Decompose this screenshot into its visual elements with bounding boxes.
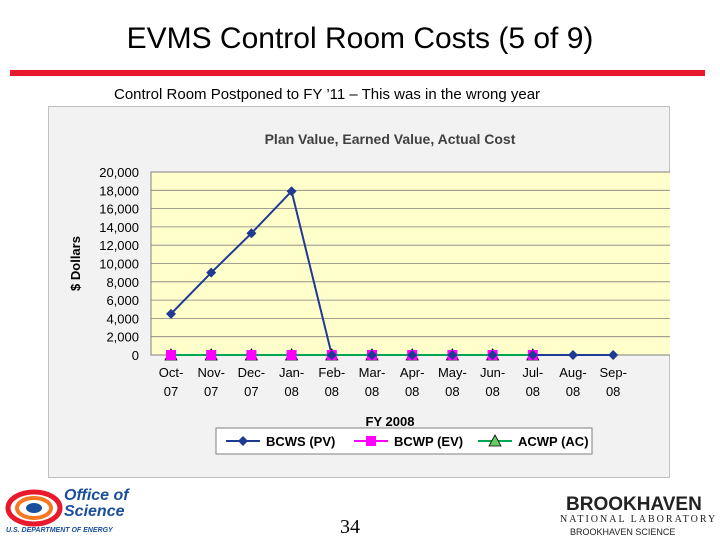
slide-subtitle: Control Room Postponed to FY ’11 – This … (114, 86, 541, 103)
evms-line-chart: Plan Value, Earned Value, Actual Cost 0 2,… (68, 131, 670, 455)
page-number: 34 (340, 516, 360, 538)
x-tick-label: 07 (204, 384, 218, 399)
x-tick-label: 08 (566, 384, 580, 399)
data-point-diamond (206, 267, 217, 278)
x-tick-label: May- (438, 365, 467, 380)
data-point-diamond (367, 350, 377, 360)
doe-title-line1: Office of (64, 487, 129, 504)
x-tick-label: Oct- (159, 365, 184, 380)
x-tick-label: Jul- (522, 365, 543, 380)
x-tick-label: Jan- (279, 365, 304, 380)
data-point-square (206, 350, 217, 360)
y-tick-label: 8,000 (106, 275, 139, 290)
y-axis-label: $ Dollars (68, 236, 83, 291)
x-tick-label: 07 (244, 384, 258, 399)
data-point-diamond (487, 350, 498, 360)
chart-title: Plan Value, Earned Value, Actual Cost (265, 131, 516, 147)
x-tick-label: 08 (606, 384, 620, 399)
x-tick-label: Aug- (559, 365, 586, 380)
x-tick-label: Apr- (400, 365, 425, 380)
doe-title: Office of Science (64, 488, 129, 520)
bnl-name: BROOKHAVEN (566, 494, 702, 515)
bnl-science: BROOKHAVEN SCIENCE (570, 527, 676, 537)
data-point-diamond (286, 186, 297, 197)
data-point-diamond (568, 350, 578, 360)
x-tick-label: 08 (284, 384, 298, 399)
legend-box (215, 427, 593, 455)
y-tick-label: 2,000 (106, 330, 139, 345)
legend-label: BCWS (PV) (266, 434, 335, 449)
data-point-diamond (407, 350, 418, 360)
y-tick-label: 6,000 (106, 293, 139, 308)
y-tick-label: 0 (132, 348, 139, 363)
y-tick-label: 4,000 (106, 311, 139, 326)
doe-title-line2: Science (64, 503, 125, 520)
legend-label: BCWP (EV) (394, 434, 463, 449)
x-tick-label: 08 (405, 384, 419, 399)
x-tick-label: 08 (445, 384, 459, 399)
y-tick-label: 10,000 (99, 257, 139, 272)
data-point-diamond (246, 228, 257, 239)
x-tick-label: 08 (485, 384, 499, 399)
x-tick-label: Dec- (238, 365, 265, 380)
data-point-diamond (447, 350, 458, 360)
doe-subtitle: U.S. DEPARTMENT OF ENERGY (6, 527, 113, 534)
doe-swirl-icon (5, 489, 63, 527)
x-tick-label: 08 (526, 384, 540, 399)
x-tick-label: 07 (164, 384, 178, 399)
data-point-square (246, 350, 257, 360)
x-tick-label: 08 (325, 384, 339, 399)
x-axis-label: FY 2008 (366, 414, 415, 429)
data-point-square (286, 350, 297, 360)
data-point-square (166, 350, 176, 360)
x-tick-label: Sep- (599, 365, 626, 380)
bnl-lab: NATIONAL LABORATORY (560, 514, 718, 525)
legend-label: ACWP (AC) (518, 434, 589, 449)
y-tick-label: 12,000 (99, 238, 139, 253)
x-tick-label: 08 (365, 384, 379, 399)
x-tick-label: Feb- (318, 365, 345, 380)
y-tick-label: 16,000 (99, 202, 139, 217)
data-point-diamond (326, 350, 337, 360)
x-tick-label: Mar- (359, 365, 386, 380)
data-point-diamond (527, 350, 538, 360)
data-point-diamond (238, 436, 248, 446)
title-rule (10, 70, 705, 76)
y-tick-label: 20,000 (99, 165, 139, 180)
x-tick-label: Jun- (480, 365, 505, 380)
y-tick-label: 18,000 (99, 183, 139, 198)
data-point-triangle (488, 434, 502, 447)
y-tick-label: 14,000 (99, 220, 139, 235)
data-point-diamond (166, 308, 176, 319)
data-point-square (366, 436, 376, 446)
data-point-diamond (608, 350, 619, 360)
x-tick-label: Nov- (197, 365, 224, 380)
slide-title: EVMS Control Room Costs (5 of 9) (126, 22, 594, 55)
